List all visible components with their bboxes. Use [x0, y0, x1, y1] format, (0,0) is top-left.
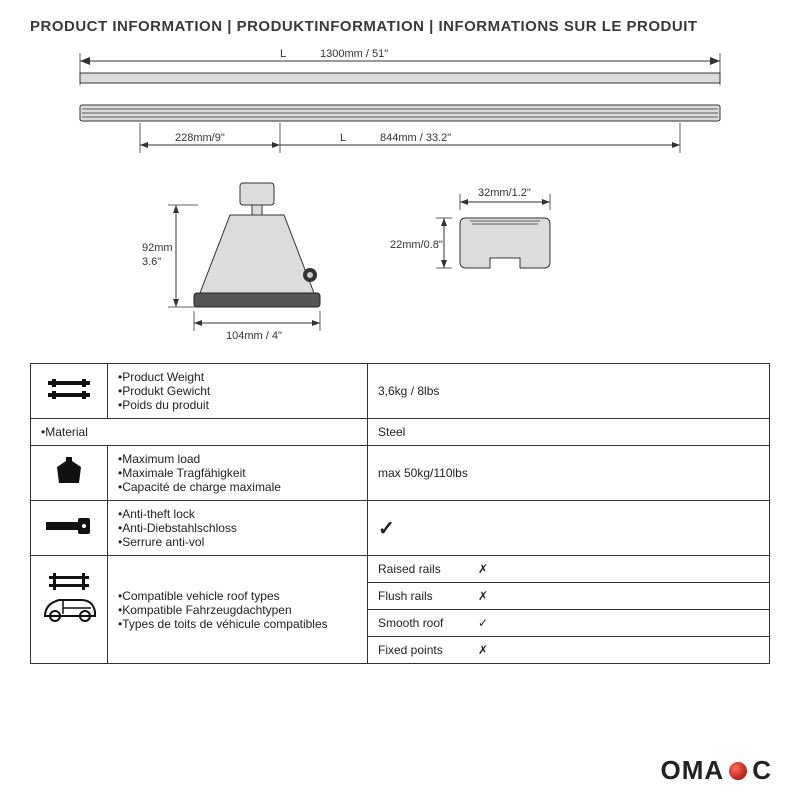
lower-offset: 228mm/9": [175, 132, 225, 144]
lower-bar-dimensions: 228mm/9" L 844mm / 33.2": [140, 123, 680, 153]
weight-value: 3,6kg / 8lbs: [368, 364, 770, 419]
top-bar-length: 1300mm / 51": [320, 48, 388, 60]
row-maxload: •Maximum load •Maximale Tragfähigkeit •C…: [31, 446, 770, 501]
rooftypes-labels: •Compatible vehicle roof types •Kompatib…: [108, 556, 368, 664]
profile-height: 22mm/0.8": [390, 239, 443, 251]
profile-width: 32mm/1.2": [478, 187, 531, 199]
row-rooftypes: •Compatible vehicle roof types •Kompatib…: [31, 556, 770, 664]
antitheft-value: ✓: [368, 501, 770, 556]
foot-drawing: 92mm 3.6" 104mm / 4": [142, 183, 320, 342]
profile-section: 32mm/1.2" 22mm/0.8": [390, 187, 550, 268]
weight-icon: [31, 364, 108, 419]
car-icon: [31, 556, 108, 664]
technical-diagram: L 1300mm / 51" 228mm/9" L 844mm / 33.2": [20, 43, 780, 353]
top-bar: [80, 73, 720, 83]
weight-labels: •Product Weight •Produkt Gewicht •Poids …: [108, 364, 368, 419]
brand-left: OMA: [661, 755, 725, 786]
maxload-value: max 50kg/110lbs: [368, 446, 770, 501]
profile-bar: [80, 105, 720, 121]
lower-length: 844mm / 33.2": [380, 132, 451, 144]
maxload-icon: [31, 446, 108, 501]
page-title: PRODUCT INFORMATION | PRODUKTINFORMATION…: [0, 0, 800, 43]
material-value: Steel: [368, 419, 770, 446]
spec-table: •Product Weight •Produkt Gewicht •Poids …: [30, 363, 770, 664]
top-bar-prefix: L: [280, 48, 286, 60]
brand-right: C: [752, 755, 772, 786]
brand-logo: OMA C: [661, 755, 772, 786]
brand-dot-icon: [729, 762, 747, 780]
row-antitheft: •Anti-theft lock •Anti-Diebstahlschloss …: [31, 501, 770, 556]
lower-prefix: L: [340, 132, 346, 144]
material-labels: •Material: [31, 419, 368, 446]
rooftypes-subtable: Raised rails✗ Flush rails✗ Smooth roof✓ …: [368, 556, 769, 663]
antitheft-labels: •Anti-theft lock •Anti-Diebstahlschloss …: [108, 501, 368, 556]
maxload-labels: •Maximum load •Maximale Tragfähigkeit •C…: [108, 446, 368, 501]
row-material: •Material Steel: [31, 419, 770, 446]
foot-height-mm: 92mm: [142, 242, 173, 254]
row-weight: •Product Weight •Produkt Gewicht •Poids …: [31, 364, 770, 419]
foot-width: 104mm / 4": [226, 330, 282, 342]
foot-height-in: 3.6": [142, 256, 161, 268]
lock-icon: [31, 501, 108, 556]
